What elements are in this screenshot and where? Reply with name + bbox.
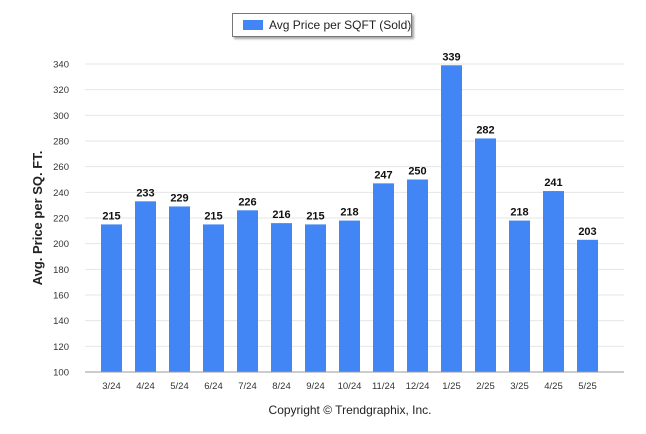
bar xyxy=(441,65,462,373)
bars xyxy=(101,65,598,373)
x-tick-label: 7/24 xyxy=(238,381,257,392)
bar xyxy=(475,138,496,372)
bar-value-label: 218 xyxy=(510,207,528,219)
bar xyxy=(339,220,360,372)
bar xyxy=(577,239,598,372)
y-tick-label: 120 xyxy=(53,342,69,353)
x-tick-label: 6/24 xyxy=(204,381,223,392)
y-tick-label: 340 xyxy=(53,60,69,71)
x-tick-label: 2/25 xyxy=(476,381,495,392)
bar-value-label: 215 xyxy=(102,210,120,222)
x-tick-label: 11/24 xyxy=(372,381,395,392)
bar-value-label: 241 xyxy=(544,177,562,189)
bar xyxy=(407,179,428,372)
y-axis-ticks: 100 120 140 160 180 200 220 240 260 280 300 320 340 xyxy=(53,60,69,379)
bar-value-label: 250 xyxy=(408,166,426,178)
bar-value-label: 229 xyxy=(170,192,188,204)
bar xyxy=(509,220,530,372)
y-tick-label: 100 xyxy=(53,368,69,379)
bar-value-label: 203 xyxy=(578,226,596,238)
legend-swatch xyxy=(243,20,263,30)
x-tick-label: 4/24 xyxy=(136,381,155,392)
x-tick-label: 12/24 xyxy=(406,381,430,392)
bar-value-label: 215 xyxy=(306,210,324,222)
bar xyxy=(203,224,224,372)
bar-value-label: 216 xyxy=(272,209,290,221)
copyright-text: Copyright © Trendgraphix, Inc. xyxy=(268,403,432,417)
value-labels: 215 233 229 215 226 216 215 218 247 250 339 282 218 2… xyxy=(102,51,596,238)
bar-value-label: 339 xyxy=(442,51,460,63)
x-tick-label: 5/24 xyxy=(170,381,189,392)
bar xyxy=(305,224,326,372)
bar xyxy=(543,191,564,372)
y-tick-label: 220 xyxy=(53,214,69,225)
y-tick-label: 240 xyxy=(53,188,69,199)
bar-value-label: 247 xyxy=(374,169,392,181)
bar-value-label: 215 xyxy=(204,210,222,222)
y-tick-label: 300 xyxy=(53,111,69,122)
x-tick-label: 1/25 xyxy=(442,381,461,392)
x-tick-label: 10/24 xyxy=(338,381,362,392)
x-tick-label: 9/24 xyxy=(306,381,325,392)
x-tick-label: 3/25 xyxy=(510,381,529,392)
bar xyxy=(271,223,292,372)
y-tick-label: 140 xyxy=(53,316,69,327)
y-axis-label: Avg. Price per SQ. FT. xyxy=(30,151,45,286)
bar xyxy=(237,210,258,372)
bar xyxy=(135,201,156,372)
bar-value-label: 226 xyxy=(238,196,256,208)
x-tick-label: 4/25 xyxy=(544,381,563,392)
y-tick-label: 280 xyxy=(53,137,69,148)
bar-value-label: 233 xyxy=(136,187,154,199)
bar xyxy=(169,206,190,372)
x-tick-label: 8/24 xyxy=(272,381,291,392)
legend-label: Avg Price per SQFT (Sold) xyxy=(269,18,412,32)
bar xyxy=(373,183,394,372)
legend: Avg Price per SQFT (Sold) xyxy=(232,13,412,37)
x-tick-label: 3/24 xyxy=(102,381,121,392)
y-tick-label: 260 xyxy=(53,162,69,173)
y-tick-label: 180 xyxy=(53,265,69,276)
bar-value-label: 282 xyxy=(476,124,494,136)
bar-value-label: 218 xyxy=(340,207,358,219)
x-axis-ticks: 3/24 4/24 5/24 6/24 7/24 8/24 9/24 10/24 11/24 12… xyxy=(102,381,597,392)
y-tick-label: 320 xyxy=(53,85,69,96)
y-tick-label: 200 xyxy=(53,239,69,250)
y-tick-label: 160 xyxy=(53,291,69,302)
x-tick-label: 5/25 xyxy=(578,381,597,392)
bar xyxy=(101,224,122,372)
